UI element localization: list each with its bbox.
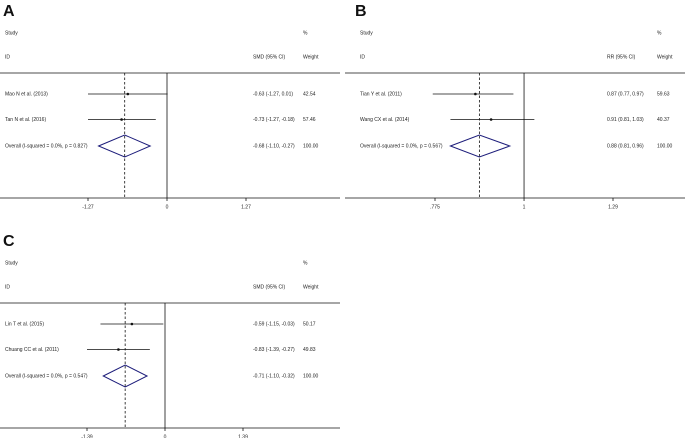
header: ID	[5, 284, 10, 290]
estimate-point	[120, 118, 123, 121]
header: Study	[360, 30, 373, 36]
estimate-point	[130, 322, 134, 326]
x-tick-label: 0	[164, 434, 167, 438]
study-label: Chuang CC et al. (2011)	[5, 347, 59, 353]
x-tick-label: -1.39	[81, 434, 93, 438]
x-tick-label: 1.29	[608, 204, 618, 210]
x-tick-label: -1.27	[82, 204, 94, 210]
ci-label: -0.59 (-1.15, -0.03)	[253, 321, 295, 327]
header: ID	[5, 54, 10, 60]
ci-label: 0.91 (0.81, 1.03)	[607, 117, 644, 123]
ci-label: -0.83 (-1.39, -0.27)	[253, 347, 295, 353]
header: %	[303, 30, 308, 36]
ci-label: -0.73 (-1.27, -0.18)	[253, 117, 295, 123]
header: %	[657, 30, 662, 36]
overall-diamond	[102, 364, 149, 388]
overall-diamond	[449, 134, 512, 158]
panel-label: C	[3, 233, 15, 250]
study-label: Mao N et al. (2013)	[5, 91, 48, 97]
header: %	[303, 260, 308, 266]
overall-label: Overall (I-squared = 0.0%, p = 0.567)	[360, 143, 443, 149]
study-label: Wang CX et al. (2014)	[360, 117, 410, 123]
study-label: Tan N et al. (2016)	[5, 117, 46, 123]
header: Weight	[657, 54, 673, 60]
x-tick-label: 1.27	[241, 204, 251, 210]
header: Study	[5, 30, 18, 36]
header: Weight	[303, 54, 319, 60]
panel-label: A	[3, 3, 15, 20]
overall-weight-label: 100.00	[303, 143, 319, 149]
overall-ci-label: -0.68 (-1.10, -0.27)	[253, 143, 295, 149]
ci-label: -0.63 (-1.27, 0.01)	[253, 91, 293, 97]
x-tick-label: 1.39	[238, 434, 248, 438]
x-tick-label: 1	[523, 204, 526, 210]
study-label: Tian Y et al. (2011)	[360, 91, 402, 97]
overall-label: Overall (I-squared = 0.0%, p = 0.547)	[5, 373, 88, 379]
overall-diamond	[97, 134, 152, 158]
overall-weight-label: 100.00	[657, 143, 673, 149]
header: RR (95% CI)	[607, 54, 636, 60]
overall-ci-label: 0.88 (0.81, 0.96)	[607, 143, 644, 149]
header: SMD (95% CI)	[253, 54, 286, 60]
header: SMD (95% CI)	[253, 284, 286, 290]
weight-label: 59.63	[657, 91, 670, 97]
panel-label: B	[355, 3, 367, 20]
header: Study	[5, 260, 18, 266]
weight-label: 40.37	[657, 117, 670, 123]
header: Weight	[303, 284, 319, 290]
study-label: Lin T et al. (2015)	[5, 321, 44, 327]
ci-label: 0.87 (0.77, 0.97)	[607, 91, 644, 97]
estimate-point	[117, 348, 120, 351]
overall-ci-label: -0.71 (-1.10, -0.32)	[253, 373, 295, 379]
weight-label: 49.83	[303, 347, 316, 353]
header: ID	[360, 54, 365, 60]
weight-label: 42.54	[303, 91, 316, 97]
weight-label: 50.17	[303, 321, 316, 327]
overall-weight-label: 100.00	[303, 373, 319, 379]
weight-label: 57.46	[303, 117, 316, 123]
x-tick-label: 0	[166, 204, 169, 210]
estimate-point	[474, 92, 477, 96]
x-tick-label: .775	[430, 204, 440, 210]
estimate-point	[126, 92, 130, 96]
overall-label: Overall (I-squared = 0.0%, p = 0.827)	[5, 143, 88, 149]
estimate-point	[489, 118, 493, 121]
